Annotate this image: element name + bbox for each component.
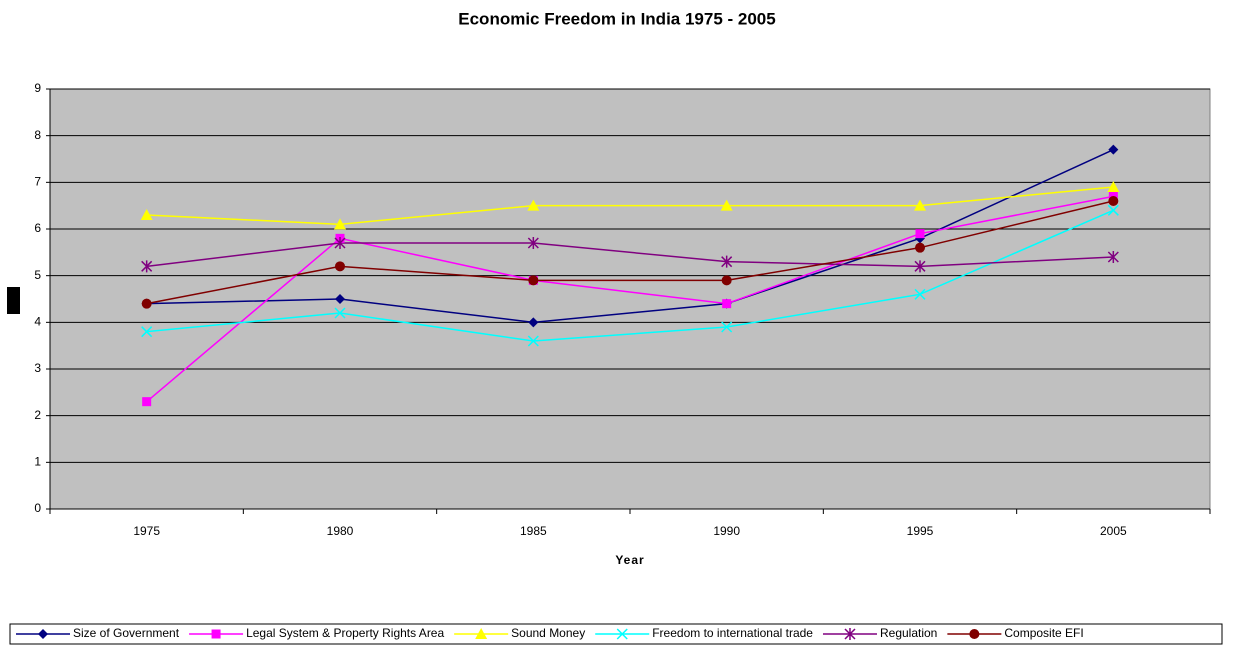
marker bbox=[527, 237, 539, 249]
marker bbox=[141, 260, 153, 273]
x-tick-label: 1975 bbox=[133, 524, 160, 538]
marker bbox=[616, 628, 628, 640]
marker bbox=[1107, 251, 1119, 263]
marker bbox=[1107, 181, 1120, 192]
chart-title: Economic Freedom in India 1975 - 2005 bbox=[458, 9, 775, 28]
legend-label: Regulation bbox=[880, 626, 937, 640]
y-tick-label: 7 bbox=[34, 175, 41, 189]
marker bbox=[915, 242, 925, 253]
marker bbox=[527, 199, 540, 211]
marker bbox=[914, 199, 926, 211]
y-tick-label: 5 bbox=[34, 268, 41, 282]
plot-area bbox=[49, 88, 1211, 510]
marker bbox=[335, 294, 345, 304]
marker bbox=[211, 629, 221, 639]
marker bbox=[1108, 144, 1119, 155]
marker bbox=[721, 321, 733, 333]
marker bbox=[334, 218, 346, 230]
x-tick-label: 2005 bbox=[1100, 524, 1127, 538]
x-tick-label: 1985 bbox=[520, 524, 547, 538]
marker bbox=[844, 628, 856, 640]
y-tick-label: 4 bbox=[34, 315, 41, 329]
marker bbox=[140, 209, 153, 220]
marker bbox=[914, 260, 926, 273]
marker bbox=[914, 288, 926, 300]
x-axis-title: Year bbox=[615, 553, 644, 567]
x-tick-label: 1995 bbox=[907, 524, 934, 538]
marker bbox=[527, 335, 539, 347]
series-line bbox=[146, 209, 1114, 342]
y-tick-label: 6 bbox=[34, 221, 41, 235]
y-tick-label: 8 bbox=[34, 128, 41, 142]
series-line bbox=[146, 148, 1114, 324]
marker bbox=[528, 275, 539, 286]
marker bbox=[475, 628, 488, 639]
marker bbox=[1107, 204, 1119, 216]
marker bbox=[335, 261, 345, 272]
y-tick-label: 0 bbox=[34, 501, 41, 515]
marker bbox=[1108, 196, 1119, 206]
x-tick-label: 1980 bbox=[327, 524, 354, 538]
marker bbox=[38, 629, 48, 639]
marker bbox=[141, 326, 153, 338]
marker bbox=[915, 229, 925, 239]
marker bbox=[141, 298, 152, 309]
legend-label: Composite EFI bbox=[1004, 626, 1083, 640]
marker bbox=[721, 255, 733, 268]
marker bbox=[722, 299, 732, 309]
y-tick-label: 9 bbox=[34, 81, 41, 95]
y-tick-label: 2 bbox=[34, 408, 41, 422]
legend-label: Freedom to international trade bbox=[652, 626, 813, 640]
marker bbox=[721, 275, 732, 286]
legend-label: Sound Money bbox=[511, 626, 585, 640]
y-axis-title-box bbox=[7, 287, 20, 314]
series-line bbox=[146, 242, 1114, 268]
legend-label: Size of Government bbox=[73, 626, 180, 640]
marker bbox=[334, 237, 346, 249]
marker bbox=[969, 629, 980, 639]
y-tick-label: 3 bbox=[34, 361, 41, 375]
legend-label: Legal System & Property Rights Area bbox=[246, 626, 444, 640]
marker bbox=[334, 307, 346, 319]
series-line bbox=[146, 186, 1114, 226]
y-tick-label: 1 bbox=[34, 455, 41, 469]
marker bbox=[720, 199, 733, 211]
marker bbox=[528, 317, 539, 328]
series-line bbox=[146, 200, 1114, 305]
series-line bbox=[146, 195, 1114, 403]
x-tick-label: 1990 bbox=[713, 524, 740, 538]
marker bbox=[142, 397, 152, 407]
